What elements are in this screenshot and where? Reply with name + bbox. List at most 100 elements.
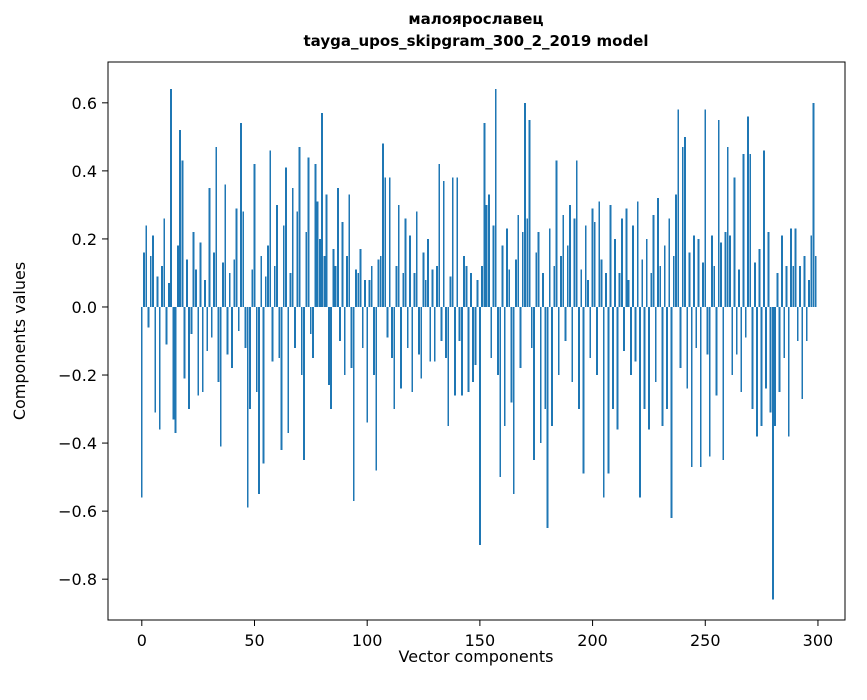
bar: [533, 306, 535, 461]
bar: [799, 266, 801, 307]
y-tick-label: −0.4: [58, 434, 97, 453]
bar: [346, 255, 348, 307]
bar: [490, 306, 493, 359]
bar: [418, 306, 420, 355]
bar: [287, 306, 290, 433]
bar: [330, 306, 333, 410]
bar: [368, 279, 371, 307]
bar: [474, 306, 477, 365]
bar: [557, 306, 560, 376]
bar: [812, 102, 815, 307]
bar: [307, 157, 310, 307]
bar: [404, 218, 407, 307]
bar: [814, 255, 817, 307]
bar: [805, 306, 808, 341]
bar: [717, 119, 720, 307]
bar: [650, 272, 653, 307]
bar: [724, 232, 727, 307]
bar: [598, 201, 601, 307]
bar: [300, 306, 303, 376]
bar: [278, 306, 281, 359]
bar: [778, 306, 781, 393]
bar: [526, 218, 529, 307]
bar: [228, 272, 231, 307]
bar: [273, 266, 276, 307]
bar: [783, 306, 786, 359]
bar: [280, 306, 283, 450]
bar: [517, 215, 520, 307]
bar: [774, 306, 777, 427]
bar: [677, 109, 680, 307]
bar: [765, 306, 768, 389]
bar: [796, 306, 799, 341]
bar: [364, 279, 366, 307]
bar: [454, 306, 456, 396]
bar: [639, 306, 641, 498]
bar: [566, 245, 569, 307]
plot-border: [107, 61, 846, 621]
bar: [298, 147, 301, 307]
bar: [303, 306, 305, 461]
bar: [215, 147, 218, 307]
bar: [332, 249, 335, 307]
bar: [161, 266, 163, 307]
bar: [465, 266, 468, 307]
bar: [695, 306, 698, 348]
bar: [206, 306, 209, 352]
bar: [769, 306, 772, 413]
bar: [521, 232, 524, 307]
bar: [560, 255, 562, 307]
bar: [233, 259, 236, 307]
bar: [172, 306, 175, 420]
bar: [666, 306, 668, 410]
bar: [395, 266, 398, 307]
bar: [314, 164, 317, 307]
bar: [681, 147, 684, 307]
bar: [627, 279, 630, 307]
bar: [442, 181, 445, 307]
bar: [204, 279, 206, 307]
bar: [427, 238, 429, 307]
bar: [659, 266, 662, 307]
bar: [580, 269, 583, 307]
plot-spines: [107, 61, 846, 621]
bar: [733, 177, 736, 307]
bar: [449, 276, 452, 307]
bar: [415, 211, 418, 307]
y-tick-label: −0.8: [58, 570, 97, 589]
bar: [199, 242, 202, 307]
bar: [702, 262, 704, 307]
bar: [537, 232, 540, 307]
bar: [785, 266, 788, 307]
bar: [334, 266, 337, 307]
bar: [524, 102, 526, 307]
chart-title: малоярославец: [408, 10, 543, 28]
bar: [433, 306, 436, 362]
bar: [648, 306, 650, 430]
bar: [548, 228, 551, 307]
bar: [555, 160, 558, 307]
bar: [210, 306, 213, 338]
bar: [686, 306, 689, 389]
bar: [564, 306, 567, 341]
bar: [246, 306, 249, 508]
bar: [391, 306, 393, 359]
bar: [305, 232, 308, 307]
bar: [690, 306, 693, 467]
bar: [551, 306, 553, 427]
bar: [197, 306, 200, 396]
bar: [578, 306, 580, 410]
bar: [562, 215, 565, 307]
bar: [762, 150, 765, 307]
bar: [528, 119, 531, 307]
bar: [291, 187, 294, 307]
bar: [375, 306, 378, 471]
bar: [794, 228, 797, 307]
bar: [708, 306, 711, 457]
bar: [756, 306, 758, 437]
bar: [267, 245, 269, 307]
bar: [438, 164, 441, 307]
bar: [596, 306, 598, 376]
x-tick-label: 0: [137, 631, 147, 650]
